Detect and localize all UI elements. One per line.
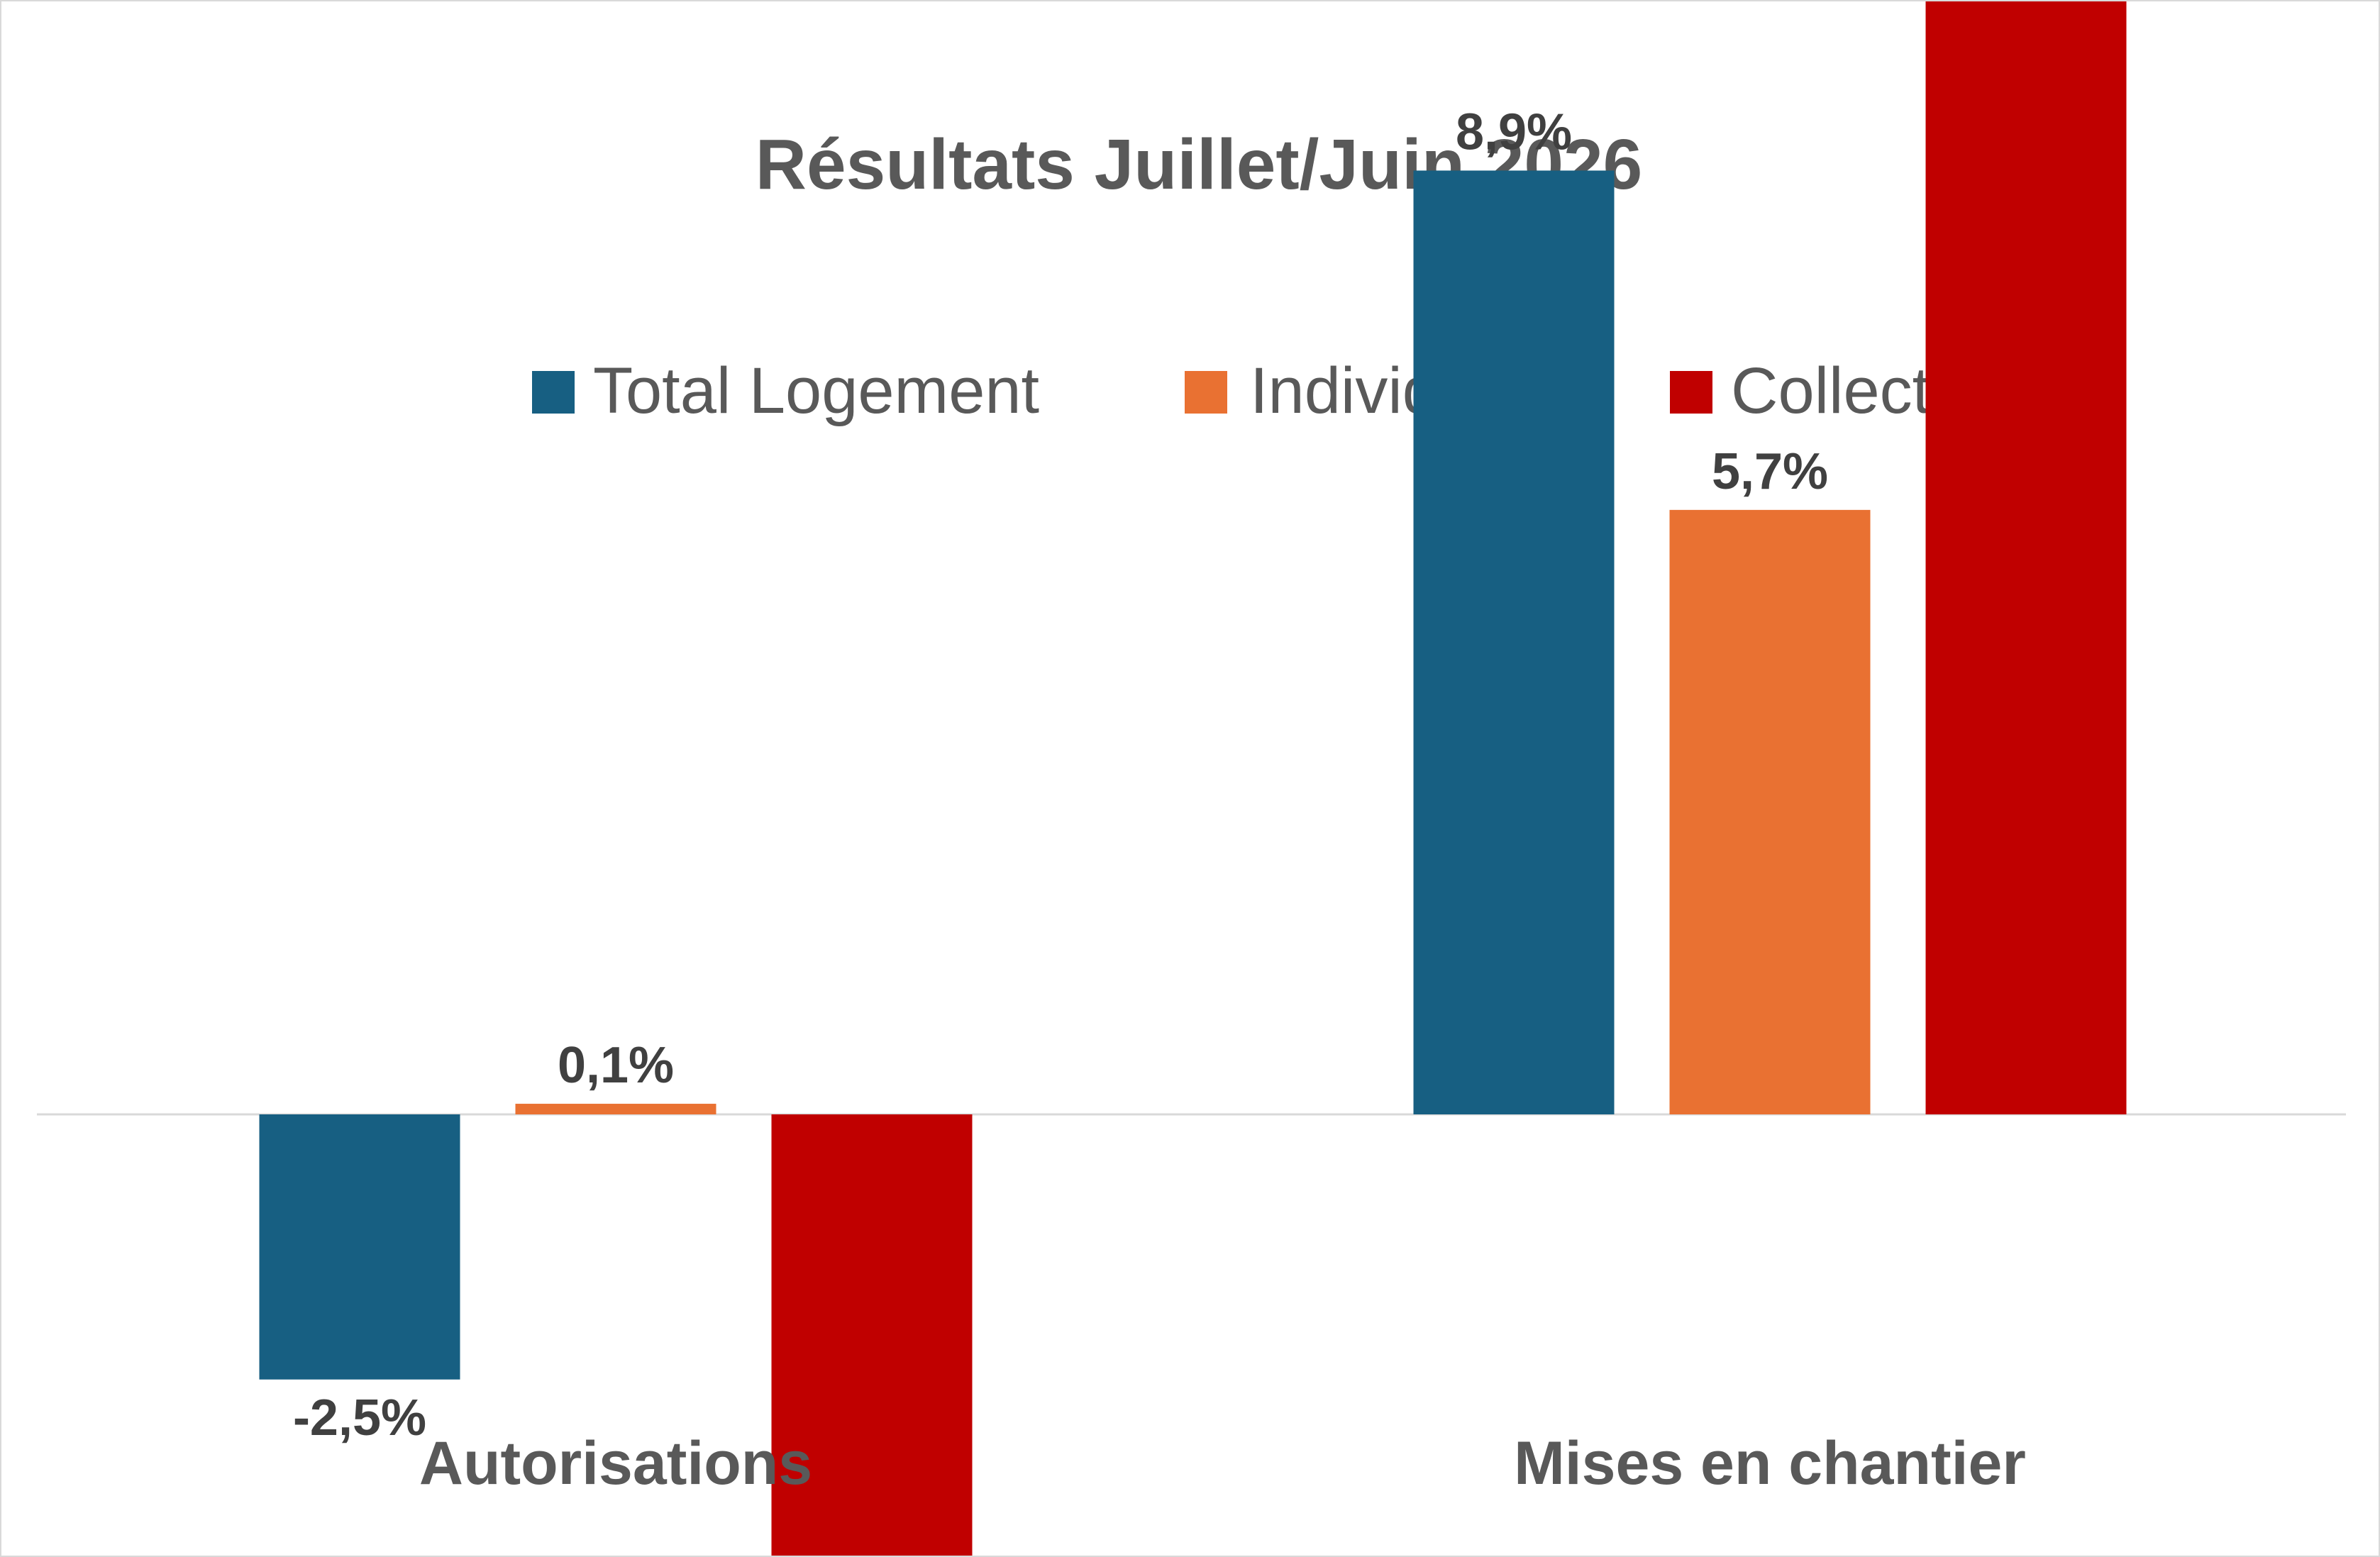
data-label-1-1: -2,5% — [293, 1390, 426, 1446]
category-labels-group: Autorisations Mises en chantier — [419, 1429, 2026, 1497]
legend-swatch-1 — [532, 371, 575, 414]
data-label-2-2: 5,7% — [1712, 443, 1828, 500]
category-label-2: Mises en chantier — [1514, 1429, 2026, 1497]
bar-2-1 — [1413, 170, 1615, 1115]
legend-swatch-2 — [1185, 371, 1227, 414]
bars-group — [259, 1, 2127, 1556]
bar-1-1 — [259, 1114, 460, 1380]
legend-label-1: Total Logement — [593, 355, 1039, 427]
data-label-1-2: 0,1% — [558, 1037, 674, 1094]
legend-label-3: Collectif — [1731, 355, 1964, 427]
legend-swatch-3 — [1670, 371, 1712, 414]
category-label-1: Autorisations — [419, 1429, 812, 1497]
data-label-2-1: 8,9% — [1456, 104, 1572, 160]
bar-1-3 — [771, 1114, 973, 1556]
data-labels-group: -2,5%0,1%-4,2%8,9%5,7%11,0% — [293, 104, 1828, 1446]
legend: Total Logement Individuel Collectif — [532, 355, 1964, 427]
bar-1-2 — [515, 1104, 716, 1114]
bar-2-2 — [1669, 509, 1871, 1114]
bar-2-3 — [1925, 1, 2127, 1114]
